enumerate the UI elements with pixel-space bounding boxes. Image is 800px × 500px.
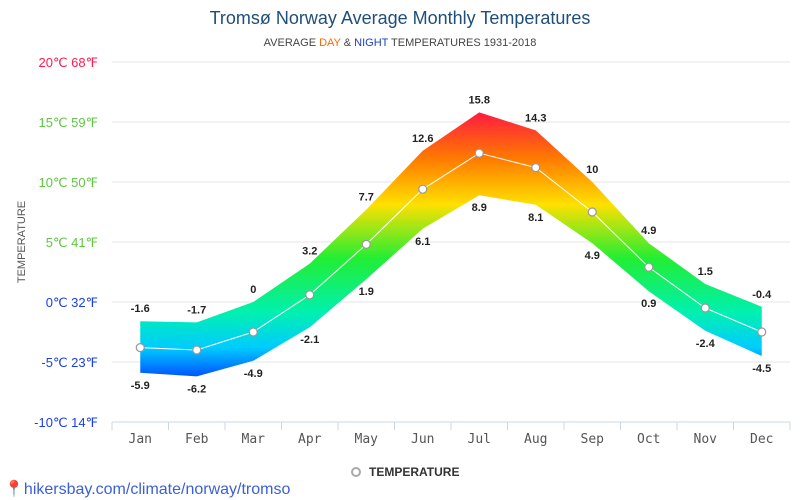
- x-tick-label: Oct: [637, 432, 660, 447]
- source-text: hikersbay.com/climate/norway/tromso: [23, 481, 291, 498]
- x-tick-label: Jun: [411, 432, 434, 447]
- x-tick-label: Apr: [298, 432, 322, 447]
- day-data-label: -0.4: [752, 289, 772, 301]
- night-data-label: -5.9: [131, 380, 150, 392]
- subtitle-prefix: AVERAGE: [264, 37, 319, 49]
- x-tick-label: May: [355, 432, 379, 447]
- temperature-point: [305, 290, 315, 300]
- subtitle-day: DAY: [319, 37, 341, 49]
- day-night-range-band: [140, 112, 762, 377]
- night-data-label: 0.9: [641, 298, 656, 310]
- temperature-point: [757, 327, 767, 337]
- x-tick-label: Jan: [129, 432, 152, 447]
- source-link[interactable]: 📍hikersbay.com/climate/norway/tromso: [4, 479, 290, 499]
- legend[interactable]: TEMPERATURE: [351, 465, 459, 479]
- subtitle-amp: &: [341, 37, 354, 49]
- y-tick-label: 20℃ 68℉: [38, 55, 98, 70]
- x-tick-label: Jul: [468, 432, 491, 447]
- night-data-label: -4.5: [752, 363, 771, 375]
- y-tick-label: 15℃ 59℉: [38, 115, 98, 130]
- day-data-label: 15.8: [469, 94, 490, 106]
- night-data-label: 4.9: [585, 250, 600, 262]
- temperature-point: [700, 303, 710, 313]
- x-tick-label: Mar: [242, 432, 266, 447]
- day-data-label: -1.7: [187, 304, 206, 316]
- night-data-label: -2.1: [300, 334, 319, 346]
- subtitle-suffix: TEMPERATURES 1931-2018: [388, 37, 536, 49]
- day-data-label: 10: [586, 164, 598, 176]
- subtitle-night: NIGHT: [354, 37, 389, 49]
- night-data-label: -6.2: [187, 383, 206, 395]
- legend-marker: [351, 467, 361, 477]
- legend-label: TEMPERATURE: [369, 465, 459, 479]
- night-data-label: 6.1: [415, 236, 430, 248]
- day-data-label: 0: [250, 284, 256, 296]
- chart-title: Tromsø Norway Average Monthly Temperatur…: [210, 8, 591, 28]
- temperature-point: [531, 163, 541, 173]
- x-tick-label: Sep: [581, 432, 605, 447]
- night-data-label: 1.9: [359, 286, 374, 298]
- temperature-point: [361, 239, 371, 249]
- x-tick-label: Aug: [524, 432, 547, 447]
- y-tick-label: 10℃ 50℉: [38, 175, 98, 190]
- temperature-point: [474, 148, 484, 158]
- night-data-label: 8.1: [528, 212, 543, 224]
- temperature-line: [140, 152, 762, 351]
- temperature-point: [192, 345, 202, 355]
- day-data-label: 14.3: [525, 112, 546, 124]
- day-data-label: 7.7: [359, 192, 374, 204]
- day-data-label: -1.6: [131, 303, 150, 315]
- y-tick-label: 5℃ 41℉: [46, 235, 98, 250]
- y-tick-label: -10℃ 14℉: [34, 415, 98, 430]
- night-data-label: -4.9: [244, 368, 263, 380]
- temperature-point: [248, 327, 258, 337]
- y-tick-label: -5℃ 23℉: [41, 355, 98, 370]
- day-data-label: 4.9: [641, 225, 656, 237]
- temperature-point: [587, 207, 597, 217]
- x-tick-label: Feb: [185, 432, 209, 447]
- night-data-label: 8.9: [472, 202, 487, 214]
- y-axis-label: TEMPERATURE: [16, 201, 28, 283]
- x-tick-label: Dec: [750, 432, 773, 447]
- x-tick-label: Nov: [694, 432, 718, 447]
- map-pin-icon: 📍: [4, 481, 24, 498]
- day-data-label: 12.6: [412, 133, 433, 145]
- temperature-point: [418, 184, 428, 194]
- temperature-point: [135, 343, 145, 353]
- day-data-label: 1.5: [698, 266, 713, 278]
- temperature-point: [644, 262, 654, 272]
- night-data-label: -2.4: [696, 338, 716, 350]
- y-tick-label: 0℃ 32℉: [46, 295, 98, 310]
- chart-subtitle: AVERAGE DAY & NIGHT TEMPERATURES 1931-20…: [264, 37, 537, 49]
- day-data-label: 3.2: [302, 246, 317, 258]
